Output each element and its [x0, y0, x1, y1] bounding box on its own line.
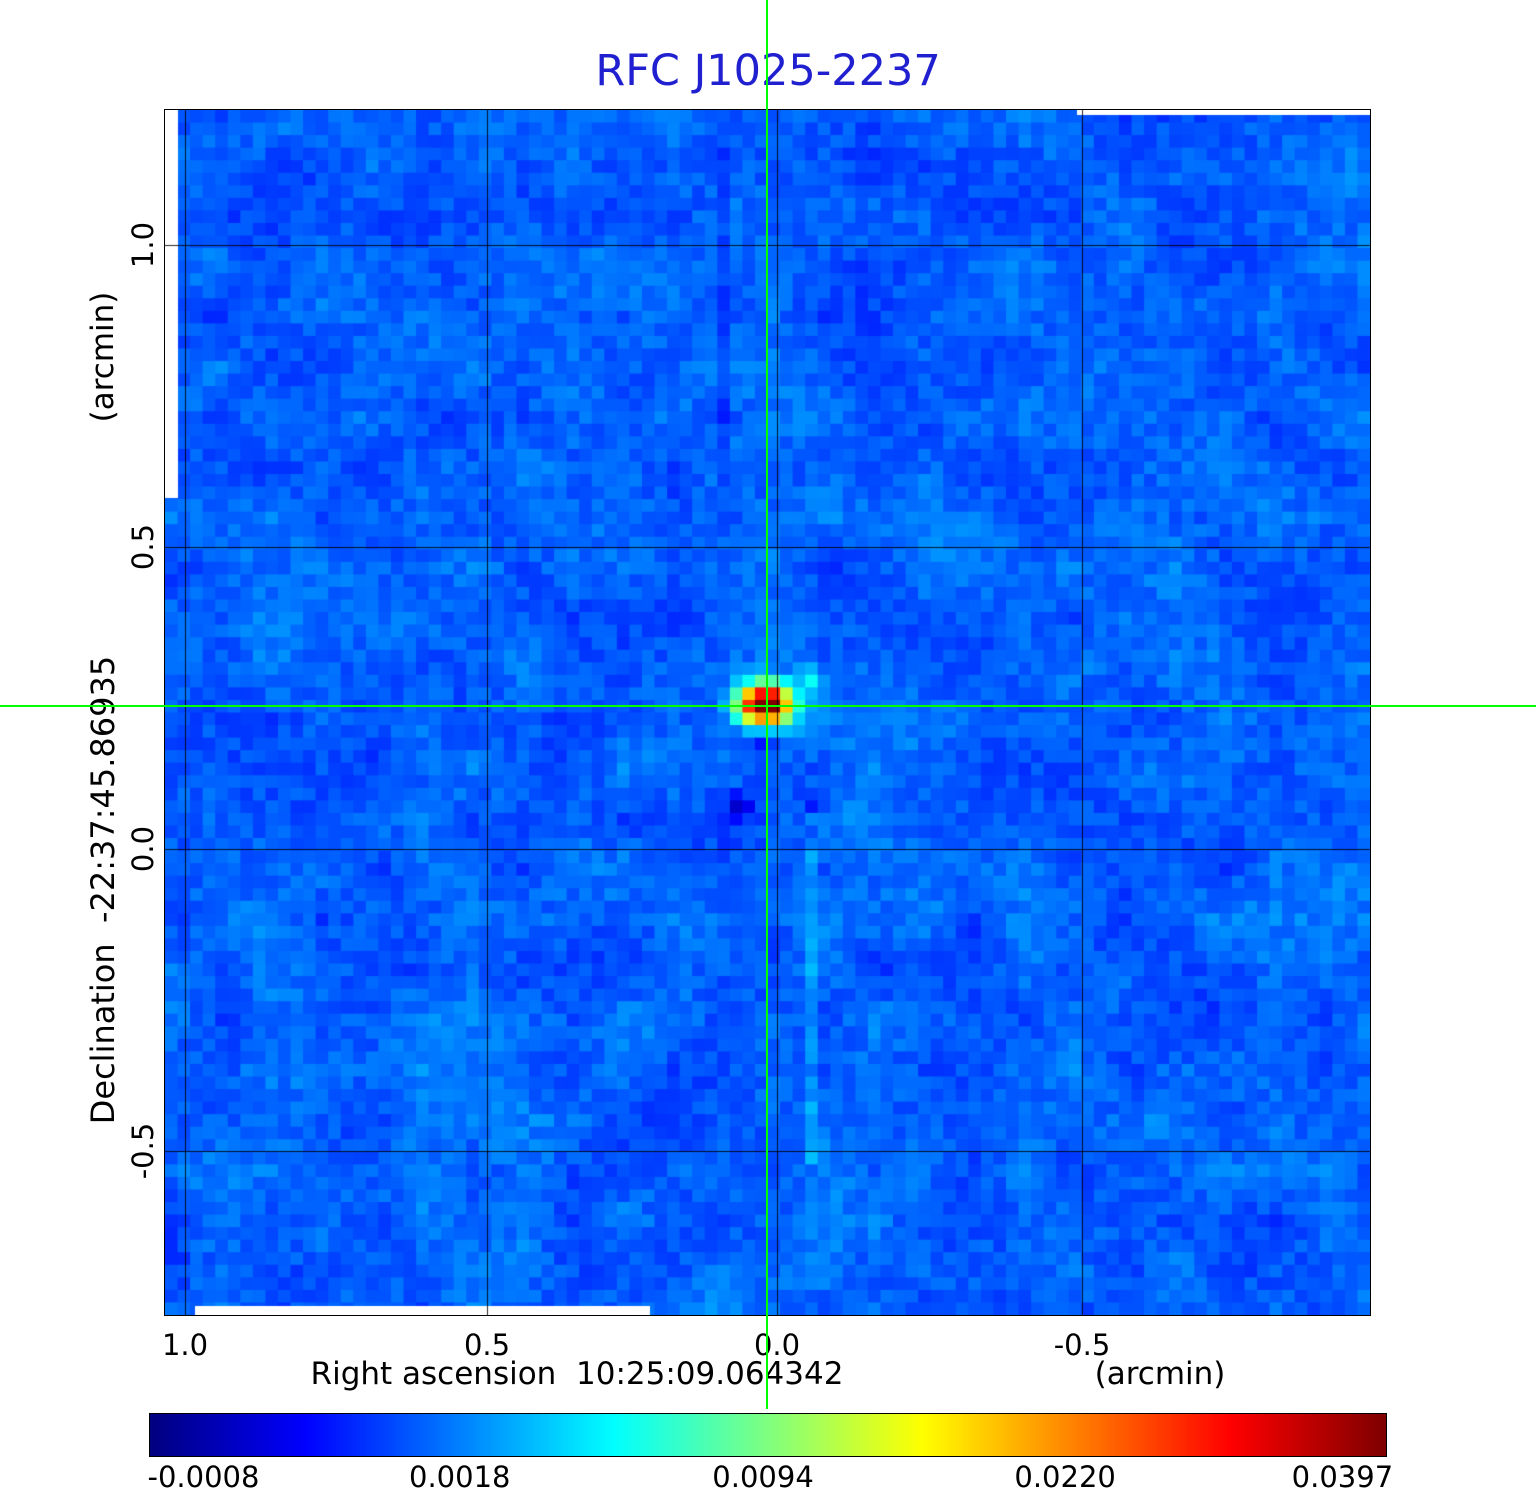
- colorbar-gradient: [149, 1413, 1387, 1457]
- colorbar-tick-label: 0.0397: [1291, 1460, 1394, 1494]
- x-tick-label: 1.0: [161, 1328, 209, 1362]
- crosshair-vertical-line: [766, 0, 768, 1409]
- crosshair-horizontal-line: [0, 705, 1536, 707]
- y-tick-label: -0.5: [126, 1122, 160, 1180]
- y-tick-label: 0.5: [126, 523, 160, 571]
- colorbar-tick-label: 0.0220: [1014, 1460, 1116, 1494]
- x-axis-label: Right ascension 10:25:09.064342: [310, 1356, 844, 1392]
- x-tick-label: 0.0: [753, 1328, 801, 1362]
- chart-title: RFC J1025-2237: [595, 46, 941, 96]
- x-tick-label: -0.5: [1053, 1328, 1111, 1362]
- colorbar-tick-label: -0.0008: [147, 1460, 260, 1494]
- colorbar: -0.0008 0.0018 0.0094 0.0220 0.0397: [147, 1413, 1393, 1508]
- x-tick-label: 0.5: [463, 1328, 511, 1362]
- y-tick-label: 0.0: [126, 825, 160, 873]
- colorbar-tick-label: 0.0094: [712, 1460, 814, 1494]
- x-axis-unit-label: (arcmin): [1094, 1356, 1226, 1392]
- colorbar-tick-label: 0.0018: [408, 1460, 511, 1494]
- y-axis-label: Declination -22:37:45.86935: [84, 655, 122, 1125]
- y-tick-label: 1.0: [126, 221, 160, 269]
- y-axis-unit-label: (arcmin): [85, 291, 121, 423]
